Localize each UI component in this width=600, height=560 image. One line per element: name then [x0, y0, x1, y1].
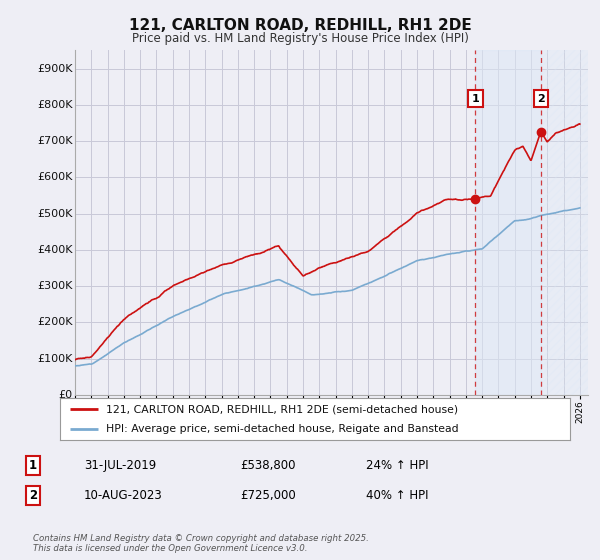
- Text: 2: 2: [537, 94, 545, 104]
- Text: Price paid vs. HM Land Registry's House Price Index (HPI): Price paid vs. HM Land Registry's House …: [131, 32, 469, 45]
- Text: £200K: £200K: [37, 318, 73, 327]
- Text: £800K: £800K: [37, 100, 73, 110]
- Text: 1: 1: [472, 94, 479, 104]
- Text: £600K: £600K: [37, 172, 73, 183]
- Text: 40% ↑ HPI: 40% ↑ HPI: [366, 489, 428, 502]
- Text: 121, CARLTON ROAD, REDHILL, RH1 2DE (semi-detached house): 121, CARLTON ROAD, REDHILL, RH1 2DE (sem…: [106, 404, 458, 414]
- Text: £400K: £400K: [37, 245, 73, 255]
- Text: 10-AUG-2023: 10-AUG-2023: [84, 489, 163, 502]
- Text: £500K: £500K: [37, 208, 73, 218]
- Text: Contains HM Land Registry data © Crown copyright and database right 2025.
This d: Contains HM Land Registry data © Crown c…: [33, 534, 369, 553]
- Text: 31-JUL-2019: 31-JUL-2019: [84, 459, 156, 473]
- Text: £0: £0: [58, 390, 73, 400]
- Text: 1: 1: [29, 459, 37, 473]
- Text: £300K: £300K: [37, 281, 73, 291]
- Text: £538,800: £538,800: [240, 459, 296, 473]
- Text: HPI: Average price, semi-detached house, Reigate and Banstead: HPI: Average price, semi-detached house,…: [106, 424, 458, 434]
- Text: 24% ↑ HPI: 24% ↑ HPI: [366, 459, 428, 473]
- Text: £900K: £900K: [37, 63, 73, 73]
- Text: £100K: £100K: [37, 353, 73, 363]
- Bar: [541, 50, 588, 395]
- Text: 2: 2: [29, 489, 37, 502]
- Text: £725,000: £725,000: [240, 489, 296, 502]
- Text: 121, CARLTON ROAD, REDHILL, RH1 2DE: 121, CARLTON ROAD, REDHILL, RH1 2DE: [128, 18, 472, 33]
- Bar: [475, 50, 541, 395]
- Text: £700K: £700K: [37, 136, 73, 146]
